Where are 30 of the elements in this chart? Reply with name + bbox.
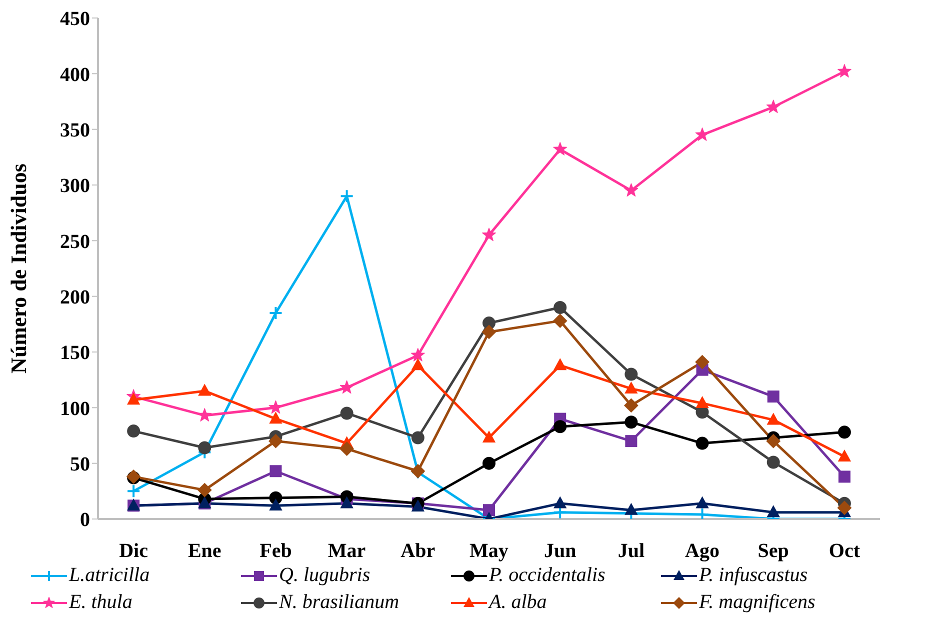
x-tick-label: Oct [828, 540, 860, 562]
x-tick-label: Ene [188, 540, 222, 562]
legend-label: L.atricilla [69, 564, 150, 587]
legend-label: E. thula [69, 591, 132, 614]
y-tick-label: 150 [60, 342, 90, 364]
x-tick-label: May [470, 540, 508, 562]
x-tick-label: Jul [618, 540, 645, 562]
y-tick-label: 200 [60, 286, 90, 308]
legend-label: Q. lugubris [279, 564, 370, 587]
x-tick-label: Sep [758, 540, 789, 562]
legend-label: N. brasilianum [279, 591, 400, 614]
x-tick-label: Jun [544, 540, 576, 562]
y-tick-label: 100 [60, 398, 90, 420]
y-tick-label: 350 [60, 119, 90, 142]
x-tick-label: Dic [119, 540, 148, 562]
legend-label: F. magnificens [699, 591, 816, 614]
x-tick-label: Abr [400, 540, 436, 562]
y-tick-label: 250 [60, 230, 90, 253]
y-axis-title: Número de Individuos [6, 163, 31, 374]
y-tick-label: 0 [80, 509, 90, 532]
legend-label: A. alba [489, 591, 547, 614]
y-tick-label: 400 [60, 64, 90, 86]
y-tick-label: 50 [70, 453, 90, 476]
y-tick-label: 450 [60, 8, 90, 30]
x-tick-label: Feb [260, 540, 292, 562]
x-tick-label: Mar [328, 540, 366, 562]
y-tick-label: 300 [60, 175, 90, 198]
legend-label: P. occidentalis [489, 564, 606, 587]
x-tick-label: Ago [685, 540, 720, 562]
legend-label: P. infuscastus [699, 564, 808, 587]
